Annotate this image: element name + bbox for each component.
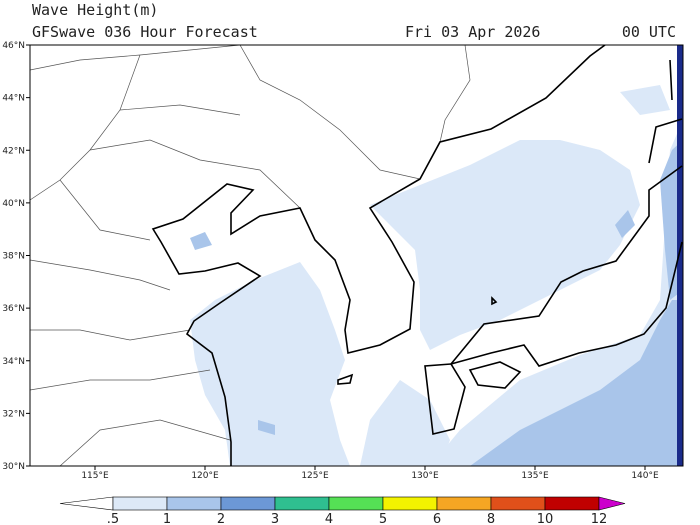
colorbar-box [490, 496, 546, 511]
lat-label: 42°N [2, 146, 25, 156]
colorbar-end [59, 496, 114, 511]
colorbar-box [166, 496, 222, 511]
colorbar-label: 10 [537, 512, 554, 525]
lon-label: 115°E [81, 471, 109, 481]
lat-label: 46°N [2, 41, 25, 51]
wave-area [190, 262, 350, 466]
lon-label: 120°E [191, 471, 219, 481]
lon-label: 135°E [521, 471, 549, 481]
colorbar-label: 5 [379, 512, 387, 525]
coastline [337, 296, 498, 385]
lat-axis: 46°N 44°N 42°N 40°N 38°N 36°N 34°N 32°N 30°N [2, 41, 30, 472]
wave-area [258, 420, 275, 435]
wave-area [615, 210, 635, 238]
colorbar-label: 12 [591, 512, 608, 525]
time: 00 UTC [622, 23, 676, 41]
map: 46°N 44°N 42°N 40°N 38°N 36°N 34°N 32°N 30°N 115… [2, 41, 684, 481]
colorbar-label: 3 [271, 512, 279, 525]
subtitle: GFSwave 036 Hour Forecast [32, 23, 258, 41]
lat-label: 30°N [2, 462, 25, 472]
wave-area [620, 85, 670, 115]
lat-label: 36°N [2, 304, 25, 314]
colorbar-label: 6 [433, 512, 441, 525]
wave-area [370, 140, 640, 350]
colorbar-box [274, 496, 330, 511]
colorbar-box [328, 496, 384, 511]
border [30, 45, 471, 466]
lon-label: 140°E [631, 471, 659, 481]
colorbar-label: .5 [107, 512, 119, 525]
lon-axis: 115°E 120°E 125°E 130°E 135°E 140°E [81, 466, 659, 481]
colorbar-end [598, 496, 626, 511]
colorbar-box [436, 496, 492, 511]
lat-label: 44°N [2, 94, 25, 104]
coastline [468, 361, 522, 389]
colorbar-box [382, 496, 438, 511]
colorbar: .5 1 2 3 4 5 6 8 10 12 [59, 496, 626, 525]
colorbar-label: 2 [217, 512, 225, 525]
wave-area [470, 300, 683, 466]
date: Fri 03 Apr 2026 [405, 23, 540, 41]
colorbar-box [112, 496, 168, 511]
lat-label: 40°N [2, 199, 25, 209]
lon-label: 130°E [411, 471, 439, 481]
title: Wave Height(m) [32, 1, 158, 19]
lat-label: 38°N [2, 252, 25, 262]
wave-area [190, 232, 212, 250]
colorbar-label: 1 [163, 512, 171, 525]
wave-area [360, 380, 450, 466]
lat-label: 34°N [2, 357, 25, 367]
colorbar-label: 4 [325, 512, 333, 525]
lat-label: 32°N [2, 409, 25, 419]
coastline [648, 59, 683, 164]
lon-label: 125°E [301, 471, 329, 481]
coastline [151, 45, 606, 466]
edge-band [677, 45, 683, 466]
colorbar-box [544, 496, 600, 511]
colorbar-label: 8 [487, 512, 495, 525]
colorbar-box [220, 496, 276, 511]
coastline [450, 165, 683, 367]
coastline [424, 363, 466, 435]
